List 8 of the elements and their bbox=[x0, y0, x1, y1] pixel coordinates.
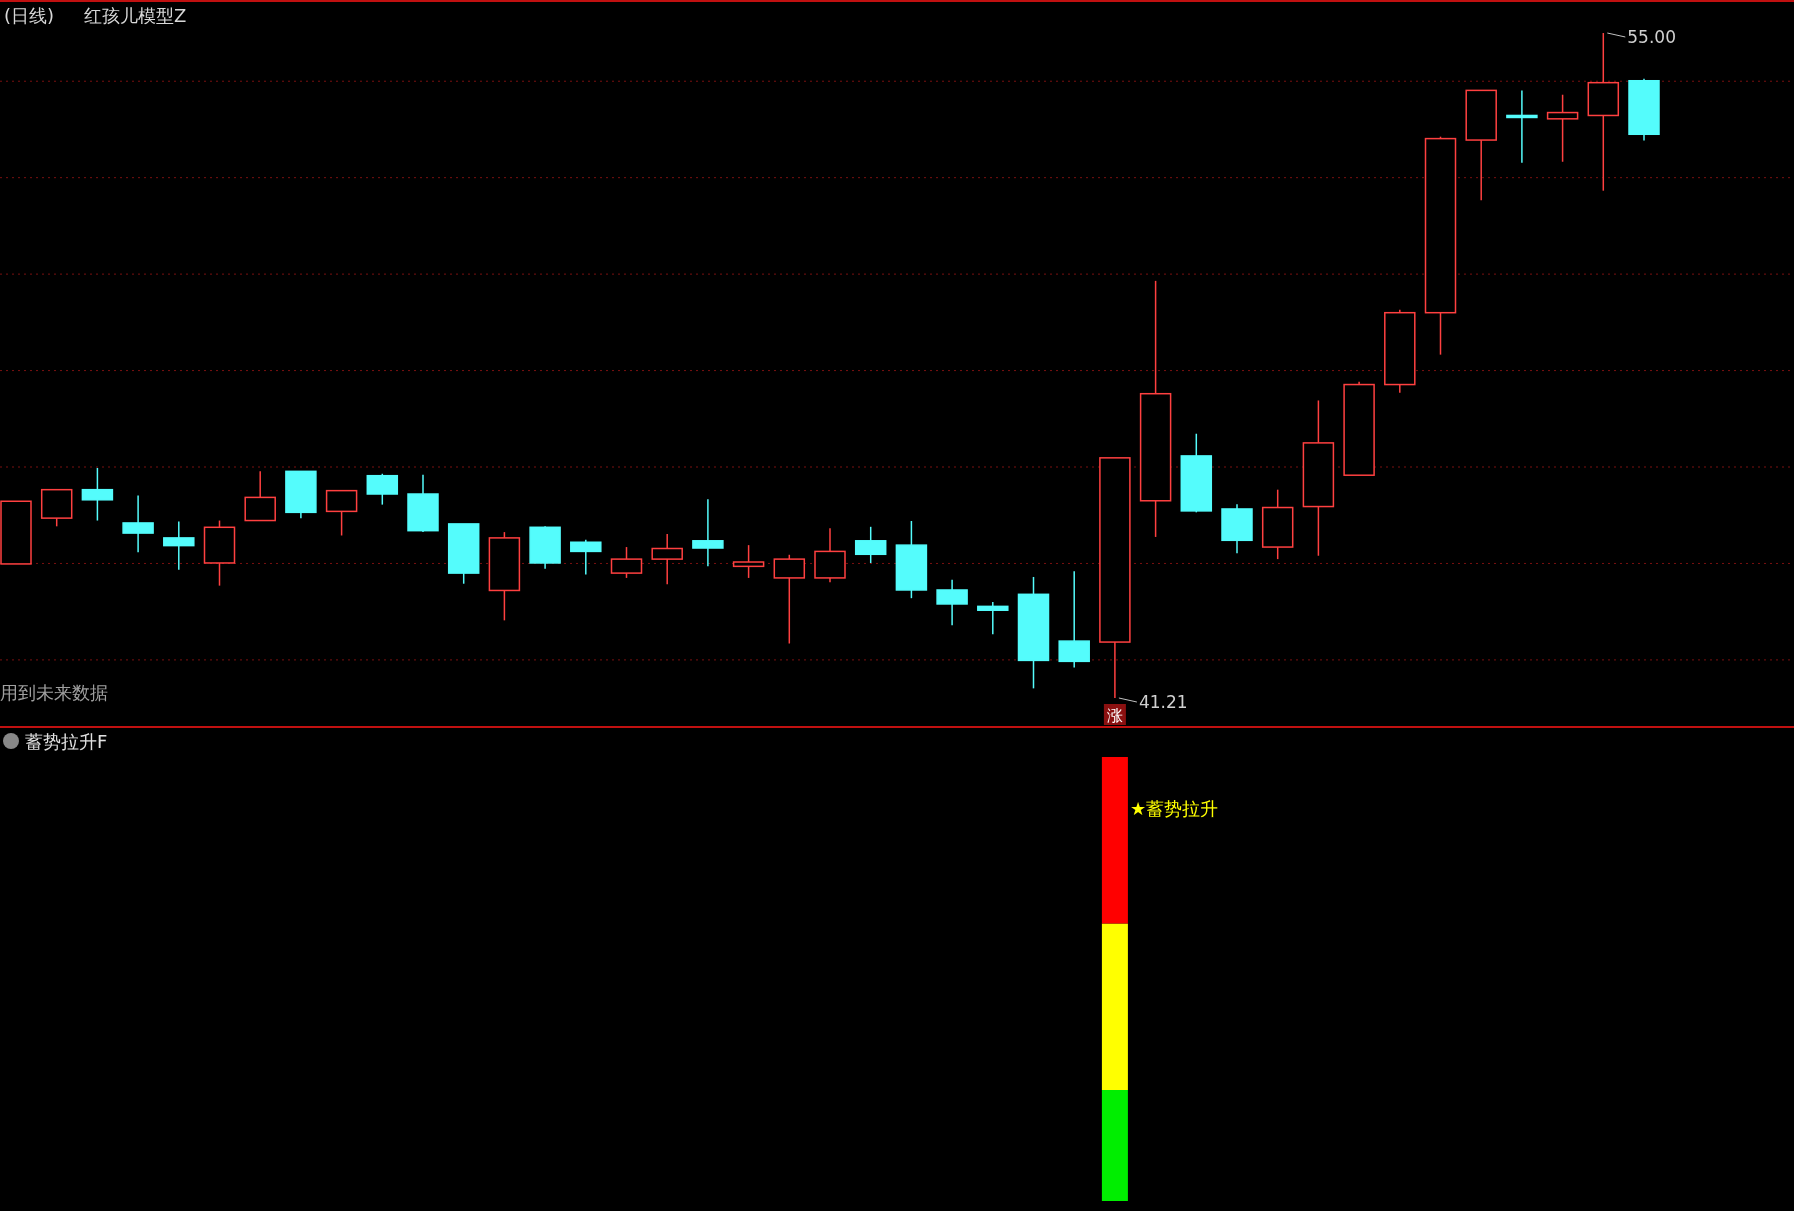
chart-subtitle: 红孩儿模型Z bbox=[84, 5, 187, 26]
annotation: 55.00 bbox=[1627, 27, 1676, 47]
annotation: 41.21 bbox=[1138, 692, 1188, 712]
annotation: 用到未来数据 bbox=[0, 682, 108, 703]
text: 涨 bbox=[1106, 706, 1123, 725]
chart-title: 蓄势拉升F bbox=[25, 731, 108, 752]
chart-title: (日线) bbox=[4, 5, 55, 26]
annotation: ★蓄势拉升 bbox=[1129, 798, 1219, 819]
